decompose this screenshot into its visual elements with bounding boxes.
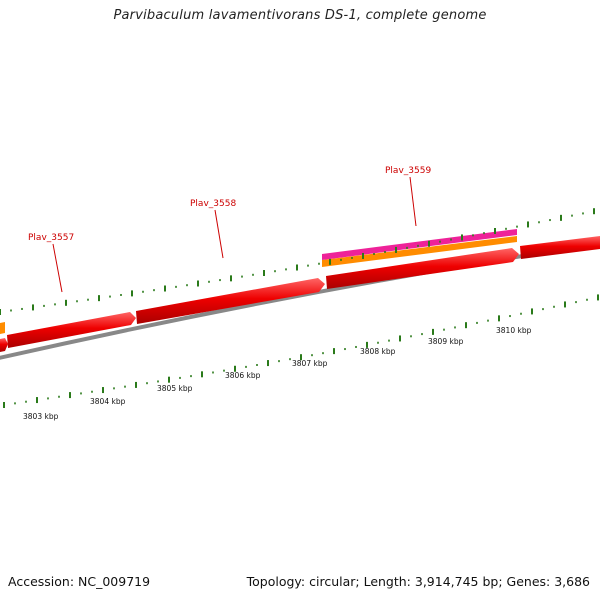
gene-arrow-plav-3557[interactable]: [7, 312, 136, 348]
gene-label-plav-3559[interactable]: Plav_3559: [385, 166, 431, 176]
leader-line-plav-3558: [214, 209, 224, 259]
gene-arrow-plav-3558[interactable]: [136, 278, 325, 324]
gene-arrow-right[interactable]: [520, 236, 600, 259]
kbp-label: 3810 kbp: [496, 326, 532, 335]
pink-feature: [322, 229, 517, 260]
accession-text: Accession: NC_009719: [8, 574, 151, 589]
leader-line-plav-3557: [52, 243, 63, 293]
kbp-label: 3804 kbp: [90, 397, 126, 406]
gc-track-lower: [3, 294, 599, 408]
kbp-label: 3807 kbp: [292, 359, 328, 368]
map-title: Parvibaculum lavamentivorans DS-1, compl…: [113, 8, 487, 23]
kbp-label: 3809 kbp: [428, 337, 464, 346]
leader-line-plav-3559: [409, 176, 417, 227]
kbp-label: 3806 kbp: [225, 371, 261, 380]
gc-track-upper: [0, 208, 595, 315]
gene-arrows: [0, 236, 600, 352]
kbp-label: 3805 kbp: [157, 384, 193, 393]
gene-label-plav-3558[interactable]: Plav_3558: [190, 199, 236, 209]
topology-text: Topology: circular; Length: 3,914,745 bp…: [246, 574, 590, 589]
gene-arrow-plav-3559[interactable]: [326, 248, 519, 289]
kbp-label: 3808 kbp: [360, 347, 396, 356]
orange-feature-left: [0, 322, 5, 334]
orange-feature: [322, 236, 517, 267]
gene-label-plav-3557[interactable]: Plav_3557: [28, 233, 74, 243]
gene-arrow-left[interactable]: [0, 338, 8, 352]
kbp-label: 3803 kbp: [23, 412, 59, 421]
